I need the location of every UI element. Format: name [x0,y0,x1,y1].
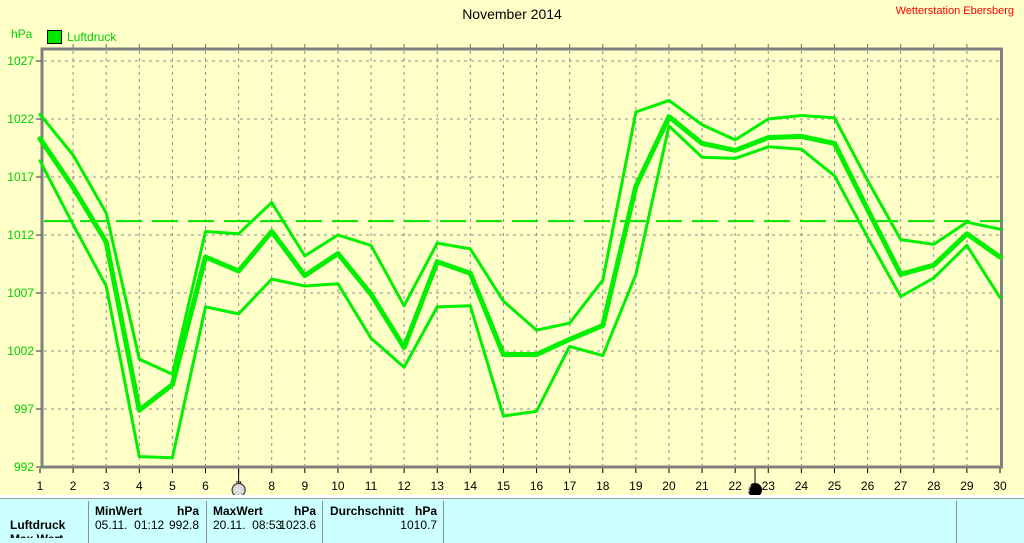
x-axis-label: 28 [927,479,941,493]
x-axis-label: 21 [695,479,709,493]
maxwert-unit: hPa [293,504,316,518]
x-axis-label: 23 [762,479,776,493]
durchschnitt-value: 1010.7 [400,518,437,532]
y-axis-label: 1012 [7,228,34,242]
maxwert-datetime: 20.11. 08:53 [213,518,283,532]
x-axis-label: 24 [795,479,809,493]
footer-divider [322,501,323,543]
y-axis-label: 1027 [7,54,34,68]
x-axis-label: 17 [563,479,577,493]
y-axis-label: 997 [14,402,34,416]
station-name: Wetterstation Ebersberg [895,5,1014,17]
x-axis-label: 9 [301,479,308,493]
x-axis-label: 27 [894,479,908,493]
legend-swatch-icon [47,30,62,44]
summary-footer: MinWert hPa MaxWert hPa Durchschnitt hPa… [0,498,1024,543]
maxwert-header: MaxWert [213,504,263,518]
x-axis-label: 8 [268,479,275,493]
x-axis-label: 26 [861,479,875,493]
clipped-row-label: Max.Wert [10,532,63,538]
x-axis-label: 15 [497,479,511,493]
y-axis-label: 992 [14,460,34,474]
x-axis-label: 18 [596,479,610,493]
x-axis-label: 13 [431,479,445,493]
legend-label: Luftdruck [67,30,117,44]
y-axis-label: 1022 [7,112,34,126]
x-axis-label: 25 [828,479,842,493]
x-axis-label: 4 [136,479,143,493]
y-axis-label: 1002 [7,344,34,358]
x-axis-label: 30 [993,479,1007,493]
x-axis-label: 10 [331,479,345,493]
pressure-chart: 1027102210171012100710029979921234567891… [7,44,1007,498]
new-moon-highlight [748,484,752,493]
y-axis-label: 1017 [7,170,34,184]
minwert-unit: hPa [176,504,199,518]
x-axis-label: 19 [629,479,643,493]
x-axis-label: 14 [464,479,478,493]
mean-line [37,114,1003,413]
x-axis-label: 16 [530,479,544,493]
maxwert-value: 1023.6 [279,518,316,532]
x-axis-label: 5 [169,479,176,493]
legend: Luftdruck [47,30,116,44]
x-axis-label: 20 [662,479,676,493]
page-title: November 2014 [462,6,562,22]
sensor-row-label: Luftdruck [10,518,66,532]
y-axis-label: 1007 [7,286,34,300]
plot-border [40,47,1003,469]
y-axis-unit-label: hPa [11,27,33,41]
x-axis-label: 2 [70,479,77,493]
x-axis-label: 1 [37,479,44,493]
x-axis-label: 12 [397,479,411,493]
durchschnitt-unit: hPa [414,504,437,518]
pressure-chart-canvas: 1027102210171012100710029979921234567891… [7,44,1007,498]
x-axis-label: 6 [202,479,209,493]
x-axis-label: 22 [728,479,742,493]
max-line [38,98,1002,376]
x-axis-label: 29 [960,479,974,493]
minwert-datetime: 05.11. 01:12 [95,518,165,532]
full-moon-texture [233,485,244,495]
footer-divider [88,501,89,543]
x-axis-label: 11 [365,479,378,493]
durchschnitt-header: Durchschnitt [330,504,405,518]
minwert-header: MinWert [95,504,143,518]
footer-divider [956,501,957,543]
footer-divider [206,501,207,543]
minwert-value: 992.8 [168,518,199,532]
x-axis-label: 3 [103,479,110,493]
footer-divider [443,501,444,543]
min-line [38,124,1002,460]
